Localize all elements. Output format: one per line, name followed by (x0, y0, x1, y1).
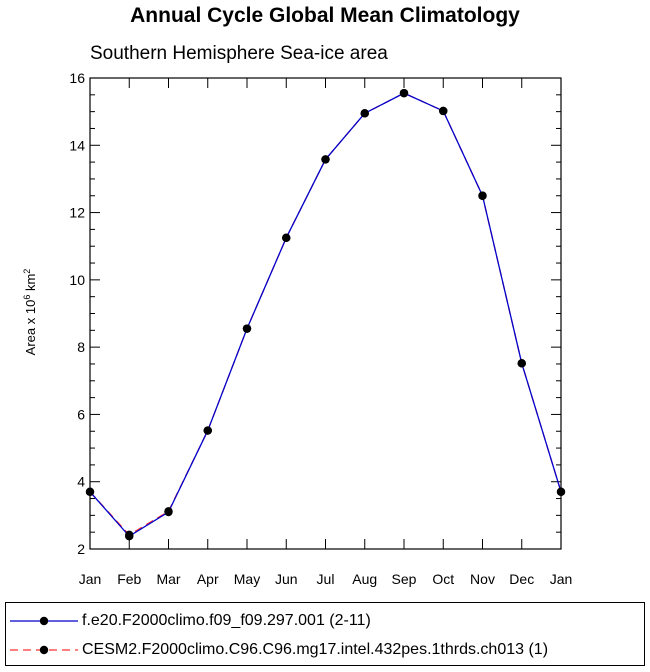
data-point (242, 324, 252, 333)
data-point (321, 155, 330, 164)
data-point (164, 507, 173, 517)
y-tick-label: 2 (77, 541, 85, 557)
x-tick-label: Jun (275, 571, 298, 587)
legend-label: f.e20.F2000climo.f09_f09.297.001 (2-11) (82, 612, 371, 629)
y-tick-label: 12 (69, 205, 85, 221)
y-tick-label: 4 (77, 474, 85, 490)
chart-title: Annual Cycle Global Mean Climatology (130, 4, 520, 27)
plot-axes: 2 4 6 8 10 12 14 16 Jan Feb Mar Apr May Jun Jul Aug Sep O… (69, 70, 572, 587)
data-point (125, 532, 134, 541)
legend-item: f.e20.F2000climo.f09_f09.297.001 (2-11) (6, 607, 371, 635)
y-axis-label: Area x 106 km2 (22, 269, 38, 356)
x-tick-label: Oct (432, 571, 454, 587)
x-tick-label: Mar (156, 571, 180, 587)
x-tick-label: Jan (79, 571, 102, 587)
data-point (360, 109, 369, 118)
plot-frame (89, 77, 562, 550)
data-point (556, 487, 566, 497)
series-layer (85, 88, 566, 541)
data-point (282, 233, 291, 243)
chart: Annual Cycle Global Mean Climatology Sou… (22, 4, 572, 587)
x-tick-label: Apr (197, 571, 219, 587)
legend: f.e20.F2000climo.f09_f09.297.001 (2-11) … (5, 602, 645, 666)
data-point (478, 191, 487, 200)
data-point (399, 88, 409, 98)
y-tick-label: 8 (77, 339, 85, 355)
legend-label: CESM2.F2000climo.C96.C96.mg17.intel.432p… (82, 641, 549, 658)
legend-item: CESM2.F2000climo.C96.C96.mg17.intel.432p… (6, 636, 548, 664)
y-tick-label: 10 (69, 272, 85, 288)
x-tick-label: Feb (117, 571, 141, 587)
data-point (517, 359, 526, 368)
x-tick-label: Jan (550, 571, 573, 587)
data-point (203, 426, 212, 435)
x-tick-label: May (234, 571, 260, 587)
y-tick-label: 14 (69, 137, 85, 153)
x-tick-label: Dec (509, 571, 534, 587)
legend-line-icon (10, 616, 78, 626)
y-tick-label: 6 (77, 406, 85, 422)
data-point (439, 106, 448, 116)
legend-dashed-line-icon (10, 645, 78, 655)
x-tick-label: Nov (470, 571, 495, 587)
x-tick-label: Jul (317, 571, 335, 587)
data-point (85, 487, 95, 497)
x-tick-label: Aug (352, 571, 377, 587)
y-tick-label: 16 (69, 70, 85, 86)
chart-subtitle: Southern Hemisphere Sea-ice area (90, 43, 388, 64)
x-tick-label: Sep (392, 571, 417, 587)
